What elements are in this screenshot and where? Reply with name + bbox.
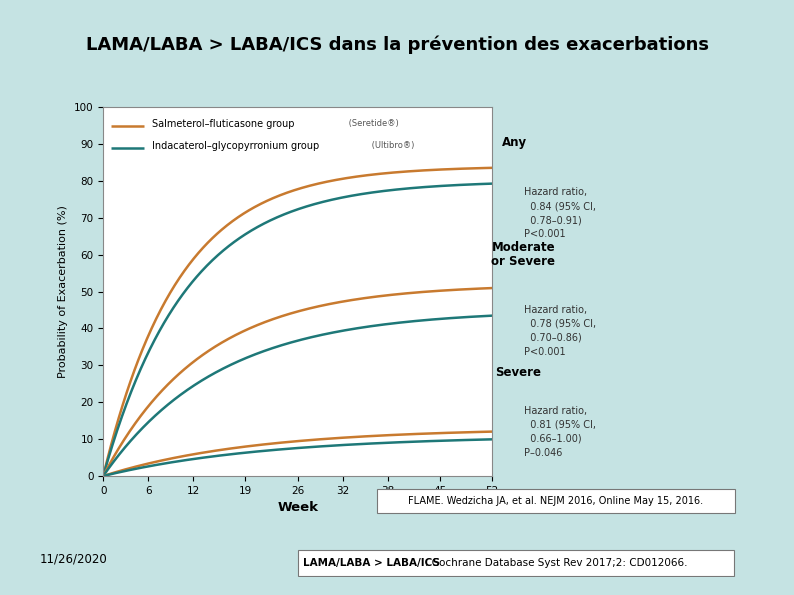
Text: Indacaterol–glycopyrronium group: Indacaterol–glycopyrronium group xyxy=(152,141,319,151)
FancyBboxPatch shape xyxy=(377,488,734,513)
Text: (Seretide®): (Seretide®) xyxy=(346,119,399,128)
Text: 11/26/2020: 11/26/2020 xyxy=(40,552,107,565)
Text: Moderate
or Severe: Moderate or Severe xyxy=(491,241,556,268)
Text: Salmeterol–fluticasone group: Salmeterol–fluticasone group xyxy=(152,118,295,129)
Text: (Ultibro®): (Ultibro®) xyxy=(369,142,414,151)
Text: LAMA/LABA > LABA/ICS dans la prévention des exacerbations: LAMA/LABA > LABA/ICS dans la prévention … xyxy=(86,35,708,54)
Text: Hazard ratio,
  0.84 (95% CI,
  0.78–0.91)
P<0.001: Hazard ratio, 0.84 (95% CI, 0.78–0.91) P… xyxy=(524,187,596,239)
Text: . Cochrane Database Syst Rev 2017;2: CD012066.: . Cochrane Database Syst Rev 2017;2: CD0… xyxy=(425,558,688,568)
Text: Severe: Severe xyxy=(495,366,542,379)
Text: Any: Any xyxy=(502,136,527,149)
Text: LAMA/LABA > LABA/ICS: LAMA/LABA > LABA/ICS xyxy=(303,558,440,568)
FancyBboxPatch shape xyxy=(299,550,734,576)
Y-axis label: Probability of Exacerbation (%): Probability of Exacerbation (%) xyxy=(58,205,68,378)
Text: Hazard ratio,
  0.81 (95% CI,
  0.66–1.00)
P–0.046: Hazard ratio, 0.81 (95% CI, 0.66–1.00) P… xyxy=(524,406,596,458)
Text: Hazard ratio,
  0.78 (95% CI,
  0.70–0.86)
P<0.001: Hazard ratio, 0.78 (95% CI, 0.70–0.86) P… xyxy=(524,305,596,356)
Text: FLAME. Wedzicha JA, et al. NEJM 2016, Online May 15, 2016.: FLAME. Wedzicha JA, et al. NEJM 2016, On… xyxy=(408,496,703,506)
X-axis label: Week: Week xyxy=(277,501,318,514)
